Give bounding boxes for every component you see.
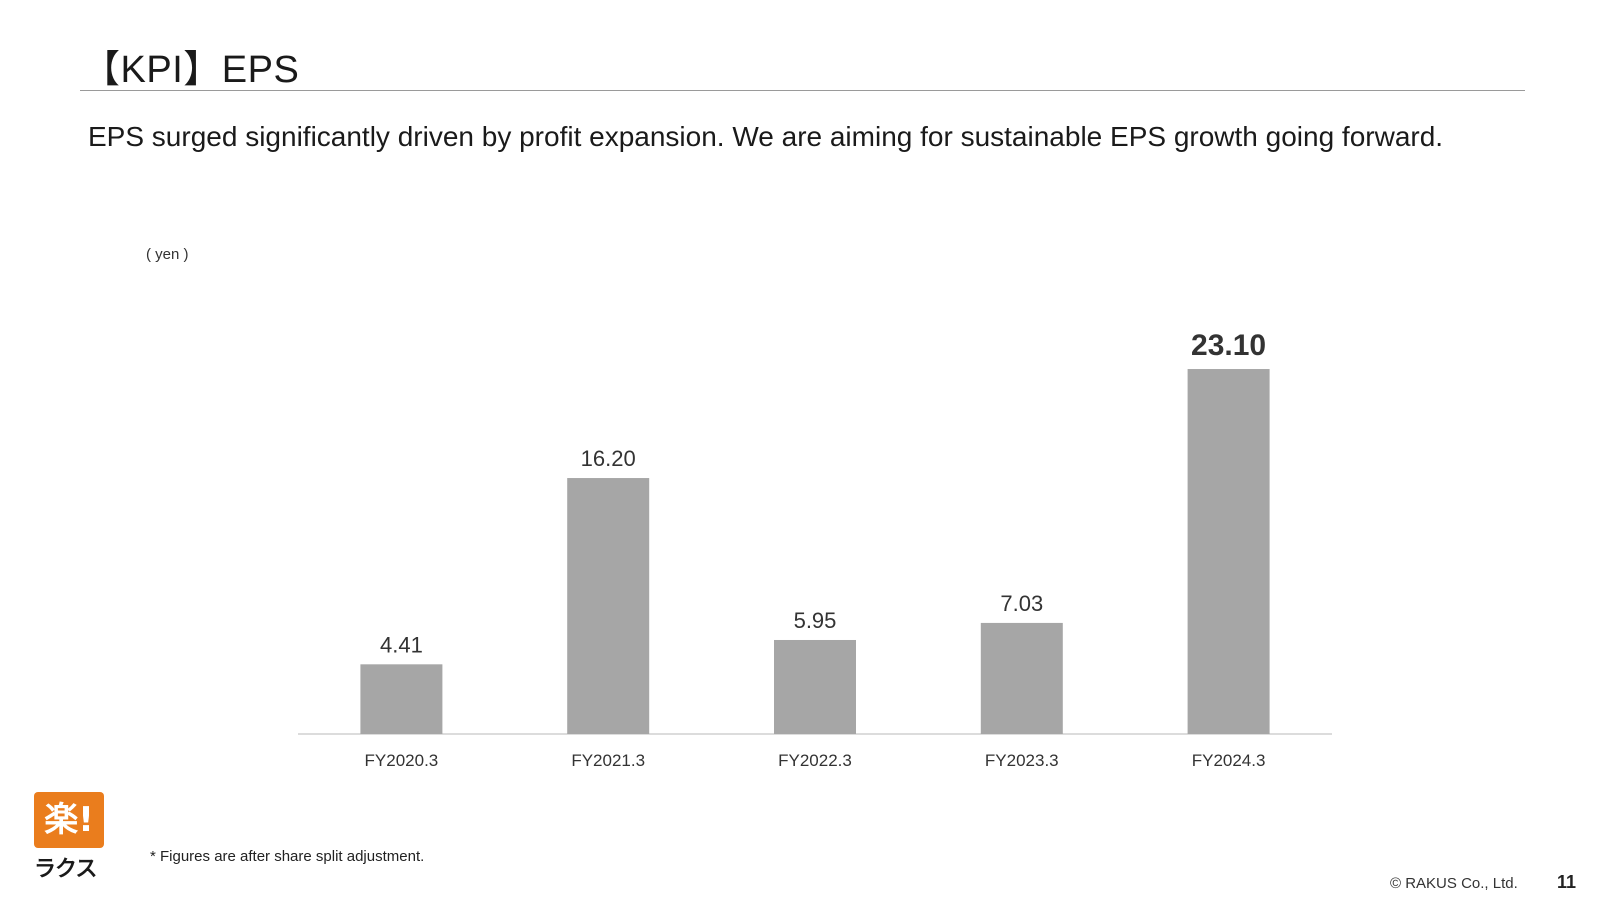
data-label: 7.03 (1000, 591, 1043, 616)
slide-title: 【KPI】EPS (82, 49, 300, 91)
bar-fy2020-3 (360, 664, 443, 734)
x-tick-label: FY2022.3 (778, 751, 852, 770)
data-label: 23.10 (1191, 329, 1266, 362)
eps-bar-chart: 4.41 FY2020.3 16.20 FY2021.3 5.95 FY2022.3 7.0… (298, 329, 1332, 770)
x-tick-label: FY2021.3 (571, 751, 645, 770)
rakus-logo: 楽! ラクス (34, 792, 106, 884)
x-tick-label: FY2024.3 (1192, 751, 1266, 770)
slide-subtitle: EPS surged significantly driven by profi… (88, 121, 1444, 152)
y-unit-label: ( yen ) (146, 246, 189, 263)
rakus-logo-kana: ラクス (34, 857, 97, 882)
x-tick-label: FY2023.3 (985, 751, 1059, 770)
bar-fy2023-3 (980, 622, 1063, 734)
data-label: 5.95 (794, 608, 837, 633)
footnote: * Figures are after share split adjustme… (150, 848, 425, 865)
bar-fy2022-3 (774, 639, 856, 734)
page-number: 11 (1557, 872, 1577, 892)
bar-fy2021-3 (567, 478, 650, 734)
bar-fy2024-3 (1187, 369, 1270, 734)
title-divider (80, 90, 1525, 91)
data-label: 4.41 (380, 632, 423, 657)
data-label: 16.20 (581, 446, 636, 471)
copyright: © RAKUS Co., Ltd. (1390, 875, 1518, 892)
rakus-logo-mark: 楽! (34, 792, 104, 848)
x-tick-label: FY2020.3 (365, 751, 439, 770)
